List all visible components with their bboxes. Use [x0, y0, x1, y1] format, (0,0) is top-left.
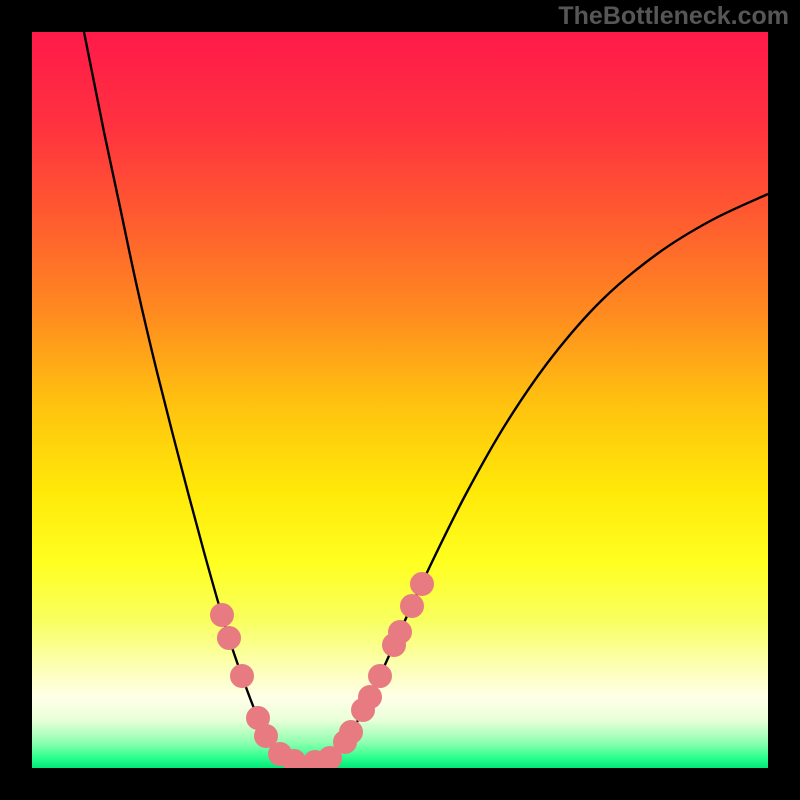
data-marker: [339, 720, 363, 744]
data-marker: [210, 603, 234, 627]
data-marker: [388, 620, 412, 644]
chart-frame: TheBottleneck.com: [0, 0, 800, 800]
data-marker: [217, 626, 241, 650]
data-marker: [358, 685, 382, 709]
gradient-background: [32, 32, 768, 768]
data-marker: [368, 664, 392, 688]
watermark-text: TheBottleneck.com: [558, 2, 789, 31]
plot-area: [32, 32, 768, 768]
data-marker: [410, 572, 434, 596]
chart-svg: [32, 32, 768, 768]
data-marker: [230, 664, 254, 688]
data-marker: [400, 594, 424, 618]
